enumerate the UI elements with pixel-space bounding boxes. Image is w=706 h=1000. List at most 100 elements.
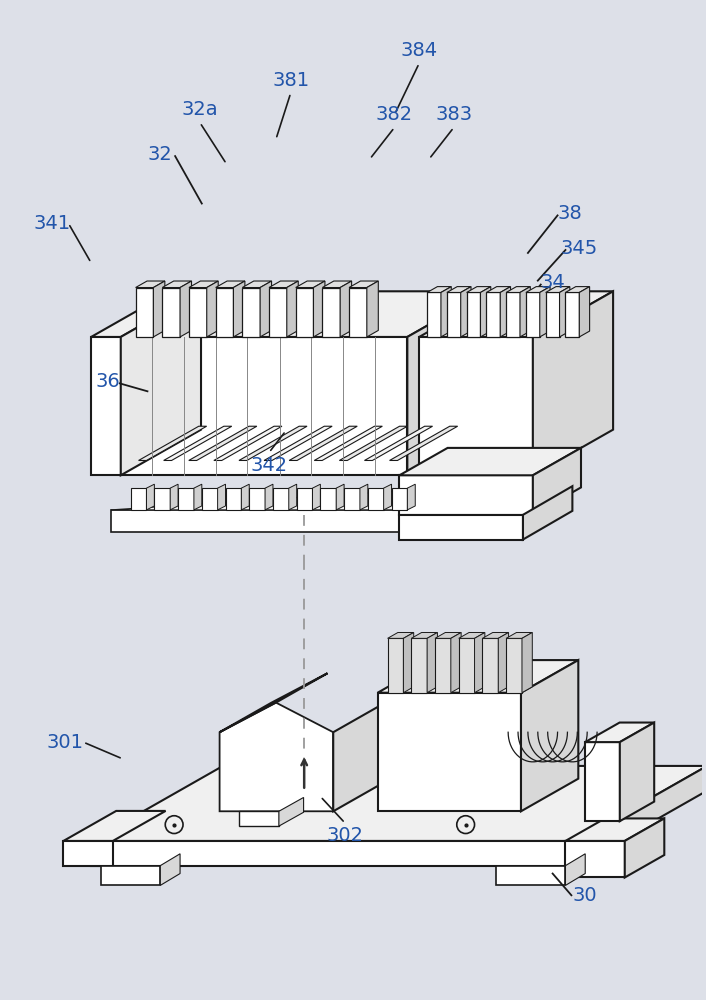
- Polygon shape: [217, 484, 225, 510]
- Polygon shape: [111, 487, 457, 510]
- Text: 345: 345: [561, 239, 598, 258]
- Polygon shape: [111, 510, 417, 532]
- Polygon shape: [427, 287, 451, 292]
- Polygon shape: [566, 841, 625, 877]
- Polygon shape: [461, 287, 471, 337]
- Polygon shape: [64, 841, 113, 866]
- Polygon shape: [403, 632, 414, 693]
- Polygon shape: [447, 287, 471, 292]
- Text: 342: 342: [251, 456, 287, 475]
- Polygon shape: [486, 292, 501, 337]
- Polygon shape: [407, 291, 488, 475]
- Polygon shape: [207, 281, 218, 337]
- Polygon shape: [101, 866, 160, 885]
- Polygon shape: [486, 287, 510, 292]
- Polygon shape: [367, 281, 378, 337]
- Polygon shape: [264, 426, 332, 460]
- Polygon shape: [364, 426, 433, 460]
- Text: 30: 30: [573, 886, 597, 905]
- Polygon shape: [239, 811, 279, 826]
- Polygon shape: [202, 488, 217, 510]
- Polygon shape: [447, 292, 461, 337]
- Polygon shape: [323, 281, 352, 288]
- Polygon shape: [522, 632, 532, 693]
- Polygon shape: [388, 632, 414, 638]
- Polygon shape: [523, 486, 573, 540]
- Polygon shape: [269, 288, 287, 337]
- Polygon shape: [585, 742, 620, 821]
- Polygon shape: [340, 281, 352, 337]
- Polygon shape: [388, 638, 403, 693]
- Polygon shape: [121, 291, 488, 337]
- Polygon shape: [526, 292, 540, 337]
- Text: 382: 382: [376, 105, 413, 124]
- Polygon shape: [296, 281, 325, 288]
- Polygon shape: [580, 287, 590, 337]
- Polygon shape: [427, 292, 441, 337]
- Polygon shape: [412, 638, 427, 693]
- Polygon shape: [546, 287, 570, 292]
- Polygon shape: [297, 488, 313, 510]
- Polygon shape: [441, 287, 451, 337]
- Polygon shape: [333, 703, 385, 811]
- Text: 302: 302: [327, 826, 364, 845]
- Polygon shape: [407, 484, 415, 510]
- Polygon shape: [136, 288, 153, 337]
- Polygon shape: [474, 632, 485, 693]
- Text: 383: 383: [435, 105, 472, 124]
- Polygon shape: [400, 515, 523, 540]
- Polygon shape: [383, 484, 392, 510]
- Polygon shape: [91, 841, 575, 866]
- Polygon shape: [273, 488, 289, 510]
- Polygon shape: [234, 281, 245, 337]
- Text: 36: 36: [95, 372, 120, 391]
- Polygon shape: [482, 638, 498, 693]
- Polygon shape: [160, 854, 180, 885]
- Polygon shape: [585, 723, 654, 742]
- Polygon shape: [546, 292, 560, 337]
- Polygon shape: [287, 281, 298, 337]
- Polygon shape: [506, 287, 530, 292]
- Polygon shape: [260, 281, 272, 337]
- Polygon shape: [620, 723, 654, 821]
- Polygon shape: [344, 488, 360, 510]
- Polygon shape: [233, 736, 352, 771]
- Polygon shape: [540, 287, 550, 337]
- Polygon shape: [296, 288, 313, 337]
- Text: 32a: 32a: [181, 100, 218, 119]
- Polygon shape: [435, 632, 461, 638]
- Text: 381: 381: [273, 71, 309, 90]
- Polygon shape: [390, 426, 457, 460]
- Polygon shape: [131, 488, 146, 510]
- Polygon shape: [194, 484, 202, 510]
- Polygon shape: [313, 281, 325, 337]
- Polygon shape: [349, 288, 367, 337]
- Text: 341: 341: [33, 214, 70, 233]
- Polygon shape: [91, 291, 201, 337]
- Polygon shape: [392, 488, 407, 510]
- Polygon shape: [215, 281, 245, 288]
- Polygon shape: [419, 337, 533, 475]
- Polygon shape: [121, 337, 407, 475]
- Text: 38: 38: [557, 204, 582, 223]
- Polygon shape: [566, 854, 585, 885]
- Polygon shape: [241, 484, 249, 510]
- Polygon shape: [533, 291, 613, 475]
- Polygon shape: [498, 632, 508, 693]
- Polygon shape: [323, 288, 340, 337]
- Polygon shape: [451, 632, 461, 693]
- Polygon shape: [526, 287, 550, 292]
- Polygon shape: [501, 287, 510, 337]
- Polygon shape: [521, 660, 578, 811]
- Polygon shape: [153, 281, 164, 337]
- Polygon shape: [506, 292, 520, 337]
- Polygon shape: [378, 660, 578, 693]
- Polygon shape: [412, 632, 438, 638]
- Polygon shape: [215, 288, 234, 337]
- Text: 32: 32: [148, 145, 173, 164]
- Polygon shape: [220, 703, 333, 811]
- Polygon shape: [566, 292, 580, 337]
- Polygon shape: [400, 475, 533, 515]
- Polygon shape: [138, 426, 207, 460]
- Polygon shape: [459, 638, 474, 693]
